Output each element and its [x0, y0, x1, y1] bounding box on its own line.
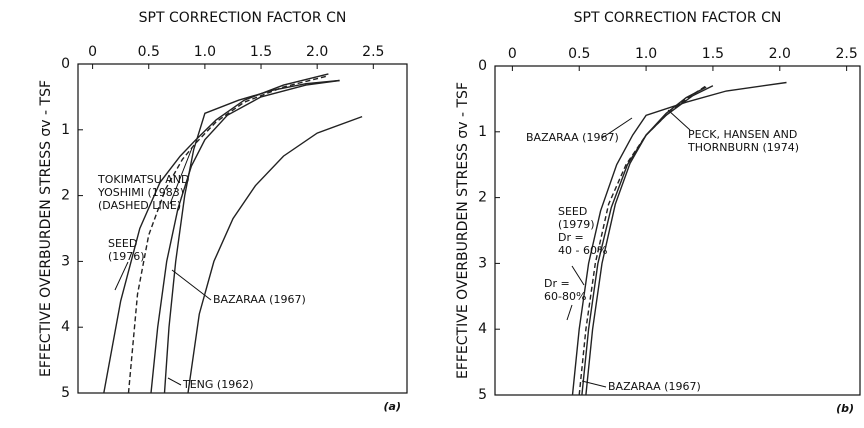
y-tick-label: 0: [61, 56, 70, 72]
curve-label: 40 - 60%: [558, 244, 607, 257]
curve-label: BAZARAA (1967): [213, 293, 306, 306]
x-tick-label: 1.5: [702, 46, 724, 62]
x-tick-label: 1.5: [250, 44, 272, 60]
x-tick-label: 0.5: [568, 46, 590, 62]
curve: [187, 115, 363, 394]
y-tick-label: 3: [61, 253, 70, 269]
x-tick-label: 1.0: [635, 46, 657, 62]
x-tick-label: 0: [88, 44, 97, 60]
y-tick-label: 4: [478, 321, 487, 337]
curve-label: (1976): [108, 250, 145, 263]
y-tick-label: 5: [478, 387, 487, 403]
curve: [127, 75, 329, 394]
y-tick-label: 4: [61, 319, 70, 335]
curve-label: 60-80%: [544, 290, 586, 303]
panel-label: (a): [384, 400, 401, 413]
x-tick-label: 2.0: [306, 44, 328, 60]
x-axis-title: SPT CORRECTION FACTOR CN: [139, 10, 347, 26]
y-tick-label: 3: [478, 255, 487, 271]
leader-line: [601, 117, 633, 139]
y-axis-title: EFFECTIVE OVERBURDEN STRESS σv - TSF: [455, 82, 471, 379]
panel-label: (b): [836, 402, 854, 415]
leader-line: [667, 109, 691, 131]
curve: [581, 85, 714, 396]
leader-line: [581, 380, 607, 388]
curve: [571, 81, 787, 396]
curve: [150, 79, 340, 394]
curve-label: PECK, HANSEN AND: [688, 128, 797, 141]
x-tick-label: 2.0: [769, 46, 791, 62]
leader-line: [169, 147, 193, 205]
curve-label: TENG (1962): [182, 378, 254, 391]
y-tick-label: 1: [61, 122, 70, 138]
curve-label: Dr =: [558, 231, 584, 244]
curve-label: BAZARAA (1967): [608, 380, 701, 393]
leader-line: [167, 377, 182, 386]
curve: [578, 85, 707, 396]
curve-label: BAZARAA (1967): [526, 131, 619, 144]
curve-label: (1979): [558, 218, 595, 231]
curve-label: SEED: [108, 237, 137, 250]
leader-line: [571, 265, 585, 286]
curve-label: (DASHED LINE): [98, 199, 181, 212]
x-tick-label: 0.5: [138, 44, 160, 60]
y-tick-label: 5: [61, 385, 70, 401]
y-axis-title: EFFECTIVE OVERBURDEN STRESS σv - TSF: [38, 80, 54, 377]
y-tick-label: 2: [478, 190, 487, 206]
plot-frame: [494, 65, 861, 396]
curve: [585, 86, 707, 396]
x-tick-label: 2.5: [835, 46, 857, 62]
x-tick-label: 0: [508, 46, 517, 62]
curve-label: TOKIMATSU AND: [97, 173, 189, 186]
y-tick-label: 1: [478, 124, 487, 140]
plot-frame: [77, 63, 408, 394]
x-tick-label: 2.5: [362, 44, 384, 60]
curve: [163, 79, 340, 394]
y-tick-label: 0: [478, 58, 487, 74]
curve-label: Dr =: [544, 277, 570, 290]
x-tick-label: 1.0: [194, 44, 216, 60]
curve-label: THORNBURN (1974): [687, 141, 799, 154]
y-tick-label: 2: [61, 188, 70, 204]
leader-line: [114, 261, 129, 291]
curve-label: SEED: [558, 205, 587, 218]
curve-label: YOSHIMI (1983): [97, 186, 184, 199]
curve: [103, 73, 329, 394]
leader-line: [566, 304, 573, 321]
x-axis-title: SPT CORRECTION FACTOR CN: [574, 10, 782, 26]
